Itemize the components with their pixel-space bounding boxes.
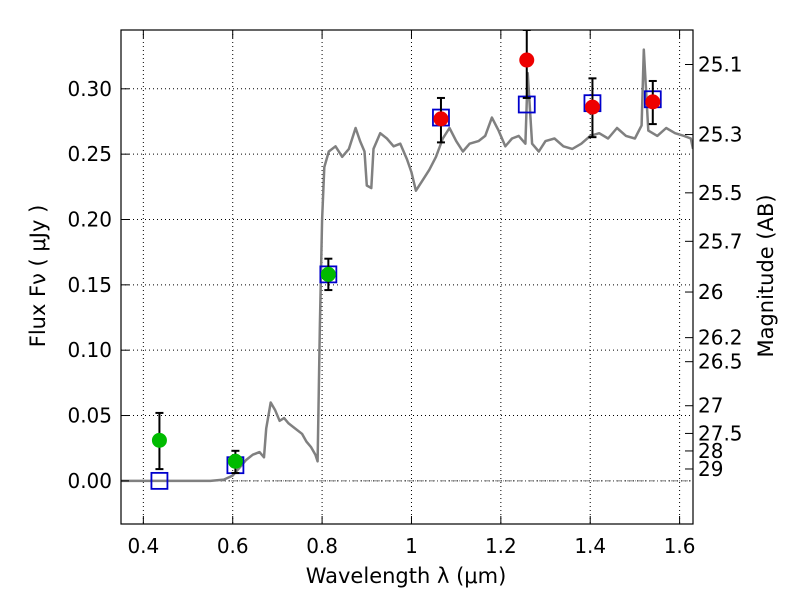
plot-content bbox=[121, 30, 693, 490]
magnitude-tick-label: 29 bbox=[698, 457, 723, 481]
observed-point-red bbox=[433, 111, 449, 127]
x-tick-label: 1.2 bbox=[485, 534, 517, 558]
magnitude-tick-label: 28 bbox=[698, 439, 723, 463]
magnitude-tick-label: 26.2 bbox=[698, 326, 743, 350]
x-tick-label: 0.8 bbox=[306, 534, 338, 558]
magnitude-tick-label: 26.5 bbox=[698, 350, 743, 374]
right-axis-label: Magnitude (AB) bbox=[754, 194, 778, 357]
plot-frame bbox=[120, 29, 694, 525]
y-tick-label: 0.15 bbox=[67, 273, 112, 297]
magnitude-tick-label: 27 bbox=[698, 394, 723, 418]
magnitude-tick-label: 25.1 bbox=[698, 53, 743, 77]
observed-point-red bbox=[645, 94, 661, 110]
x-tick-label: 0.6 bbox=[217, 534, 249, 558]
axes bbox=[120, 29, 694, 525]
y-tick-label: 0.05 bbox=[67, 404, 112, 428]
observed-point-green bbox=[320, 266, 336, 282]
y-axis-label: Flux Fν ( μJy ) bbox=[26, 205, 50, 348]
x-tick-label: 1.6 bbox=[664, 534, 696, 558]
magnitude-tick-label: 25.3 bbox=[698, 123, 743, 147]
magnitude-tick-label: 25.5 bbox=[698, 181, 743, 205]
x-axis-label: Wavelength λ (μm) bbox=[306, 564, 507, 588]
magnitude-tick-label: 27.5 bbox=[698, 421, 743, 445]
tick-labels: 0.4 0.6 0.8 1 1.2 1.4 1.6 0.00 0.05 0.10 0.15 0.20 0… bbox=[67, 53, 742, 558]
x-tick-label: 1.4 bbox=[574, 534, 606, 558]
x-tick-label: 1 bbox=[405, 534, 418, 558]
observed-point-green bbox=[227, 453, 243, 469]
y-tick-label: 0.20 bbox=[67, 207, 112, 231]
y-tick-label: 0.00 bbox=[67, 469, 112, 493]
magnitude-tick-label: 25.7 bbox=[698, 229, 743, 253]
observed-point-red bbox=[584, 99, 600, 115]
magnitude-tick-label: 26 bbox=[698, 280, 723, 304]
grid-lines bbox=[121, 30, 693, 524]
model-photometry-square bbox=[150, 471, 169, 490]
observed-point-red bbox=[519, 52, 535, 68]
y-tick-label: 0.25 bbox=[67, 142, 112, 166]
observed-point-green bbox=[151, 432, 167, 448]
sed-model-line bbox=[121, 48, 693, 483]
y-tick-label: 0.10 bbox=[67, 338, 112, 362]
y-tick-label: 0.30 bbox=[67, 77, 112, 101]
x-tick-label: 0.4 bbox=[127, 534, 159, 558]
